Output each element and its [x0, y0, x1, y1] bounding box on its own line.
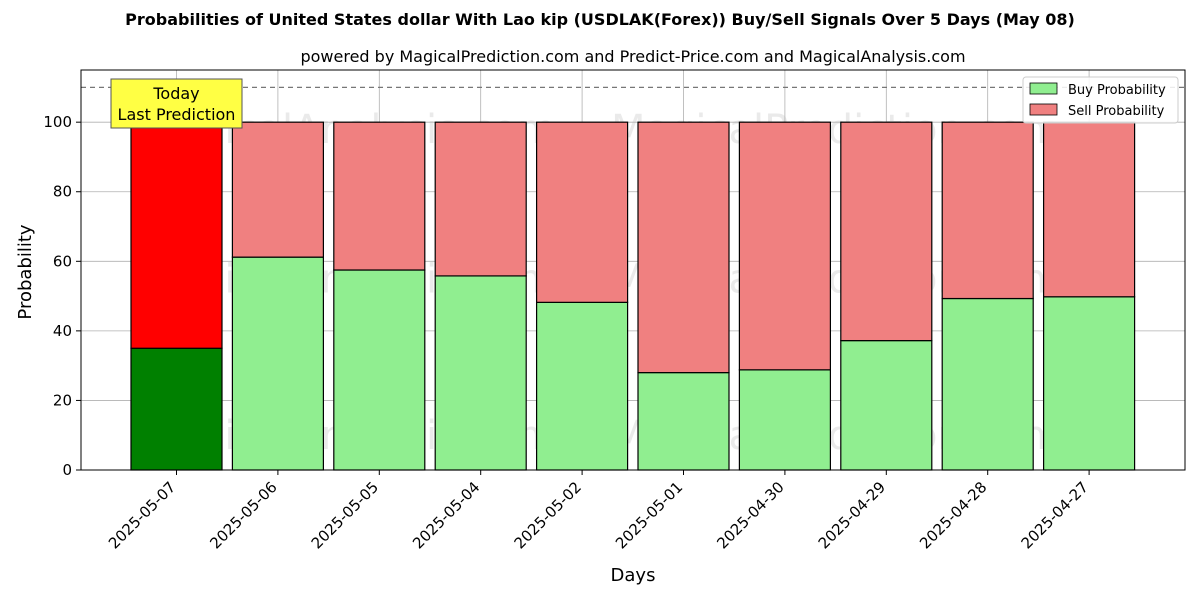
bar-sell-2025-04-27 [1042, 121, 1136, 298]
bar-sell-2025-04-28 [941, 121, 1034, 300]
y-tick-label: 20 [53, 391, 72, 409]
bar-buy-2025-04-28 [941, 297, 1034, 471]
bar-sell-2025-04-29 [840, 121, 933, 342]
bar-buy-2025-05-06 [231, 256, 324, 471]
x-tick-label-2025-04-27: 2025-04-27 [1018, 478, 1092, 552]
y-tick-label: 100 [43, 113, 72, 131]
annotation-box [110, 78, 243, 129]
x-axis-label: Days [611, 565, 656, 586]
bar-buy-2025-04-30 [738, 369, 832, 471]
legend-frame [1022, 76, 1179, 124]
y-tick-label: 40 [53, 322, 72, 340]
bar-buy-2025-05-01 [637, 372, 730, 471]
legend-label-buy: Buy Probability [1068, 83, 1166, 98]
x-tick-label-2025-05-06: 2025-05-06 [206, 478, 280, 552]
x-tick-label-2025-05-05: 2025-05-05 [308, 478, 382, 552]
y-axis-ticks: 0 20 40 60 80 100 [43, 113, 81, 479]
legend-swatch-sell [1029, 103, 1058, 116]
bar-sell-2025-05-01 [637, 121, 730, 374]
bar-buy-2025-05-02 [535, 301, 629, 471]
legend-label-sell: Sell Probability [1068, 104, 1165, 119]
y-axis-label: Probability [15, 224, 36, 319]
bar-sell-2025-05-06 [231, 121, 324, 258]
chart-title: Probabilities of United States dollar Wi… [125, 10, 1075, 29]
legend-swatch-buy [1029, 82, 1058, 95]
bar-buy-2025-04-27 [1042, 296, 1136, 471]
annotation-line-2: Last Prediction [118, 105, 236, 124]
x-tick-label-2025-05-02: 2025-05-02 [511, 478, 585, 552]
bar-buy-2025-05-04 [434, 275, 527, 471]
y-tick-label: 0 [62, 461, 72, 479]
legend: Buy Probability Sell Probability [1022, 76, 1179, 124]
annotation-line-1: Today [152, 84, 199, 103]
bar-sell-2025-04-30 [738, 121, 832, 371]
bar-buy-2025-05-05 [333, 269, 426, 471]
x-tick-label-2025-05-07: 2025-05-07 [105, 478, 179, 552]
chart-subtitle: powered by MagicalPrediction.com and Pre… [300, 47, 965, 66]
bar-sell-2025-05-07 [130, 121, 223, 349]
bar-sell-2025-05-05 [333, 121, 426, 271]
x-tick-label-2025-04-30: 2025-04-30 [713, 478, 787, 552]
today-annotation: Today Last Prediction [110, 78, 243, 129]
bar-buy-2025-05-07 [130, 347, 223, 471]
x-axis-ticks: 2025-05-07 2025-05-06 2025-05-05 2025-05-04… [105, 470, 1092, 552]
bars-layer [130, 121, 1136, 471]
bar-buy-2025-04-29 [840, 340, 933, 471]
bar-sell-2025-05-02 [535, 121, 629, 303]
x-tick-label-2025-05-01: 2025-05-01 [612, 478, 686, 552]
bar-sell-2025-05-04 [434, 121, 527, 277]
x-tick-label-2025-05-04: 2025-05-04 [409, 478, 483, 552]
y-tick-label: 80 [53, 183, 72, 201]
y-tick-label: 60 [53, 252, 72, 270]
x-tick-label-2025-04-28: 2025-04-28 [916, 478, 990, 552]
plot-frame [80, 69, 1186, 471]
x-tick-label-2025-04-29: 2025-04-29 [815, 478, 889, 552]
